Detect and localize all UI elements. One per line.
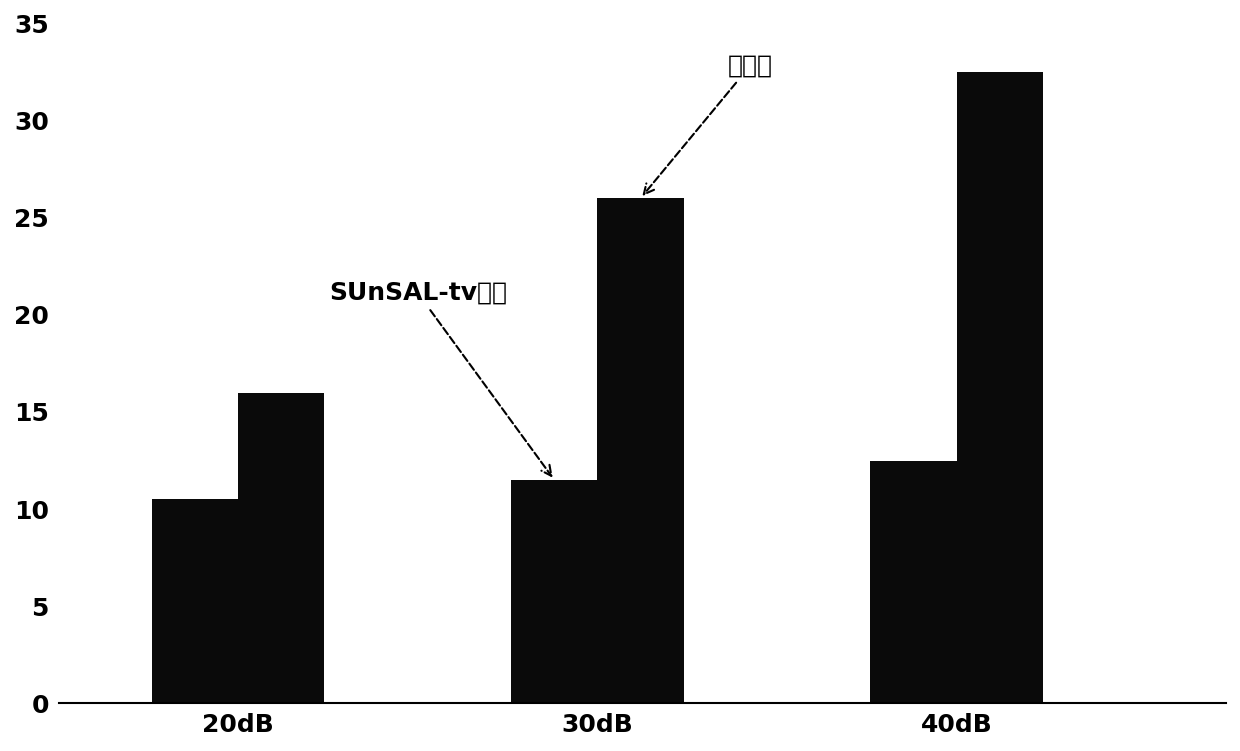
Bar [957,72,1043,704]
Text: SUnSAL-tv技术: SUnSAL-tv技术 [329,281,552,476]
Bar [598,198,683,704]
Text: 本发明: 本发明 [644,54,773,195]
Bar [238,393,325,704]
Bar [870,460,957,704]
Bar [511,480,598,704]
Bar [153,499,238,704]
